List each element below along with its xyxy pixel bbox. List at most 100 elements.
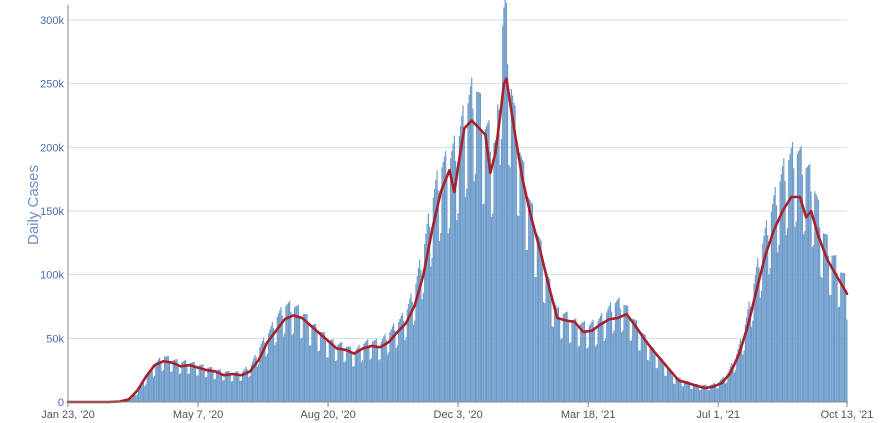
daily-bar xyxy=(229,374,231,402)
daily-bar xyxy=(353,366,355,402)
daily-bar xyxy=(733,372,735,402)
daily-bar xyxy=(536,234,538,402)
daily-bar xyxy=(720,379,722,402)
daily-bar xyxy=(196,375,198,402)
daily-bar xyxy=(490,216,493,402)
daily-bar xyxy=(481,131,483,403)
daily-bar xyxy=(744,324,746,402)
daily-bar xyxy=(682,386,685,402)
daily-bar xyxy=(755,266,758,402)
daily-bar xyxy=(375,338,377,402)
daily-bar xyxy=(832,255,834,402)
daily-bar xyxy=(292,333,294,402)
daily-bar xyxy=(594,346,597,402)
daily-bar xyxy=(207,367,209,402)
daily-bar xyxy=(699,390,701,402)
daily-bar xyxy=(308,345,311,402)
daily-bar xyxy=(433,188,436,402)
daily-bar xyxy=(493,143,495,402)
daily-bar xyxy=(390,329,392,402)
daily-bar xyxy=(170,372,172,402)
daily-bar xyxy=(799,148,801,402)
daily-bar xyxy=(331,339,333,402)
daily-bar xyxy=(191,362,193,402)
daily-bar xyxy=(598,318,600,402)
daily-bar xyxy=(820,276,822,402)
daily-bar xyxy=(815,193,817,402)
daily-bar xyxy=(731,363,733,402)
daily-bar xyxy=(189,362,192,402)
daily-bar xyxy=(277,313,280,402)
daily-bar xyxy=(357,346,359,402)
daily-bar xyxy=(471,77,473,403)
daily-bar xyxy=(238,373,240,402)
daily-bar xyxy=(411,301,413,402)
x-tick-label: Aug 20, '20 xyxy=(300,409,355,421)
daily-bar xyxy=(747,309,749,402)
daily-bar xyxy=(468,94,470,402)
daily-bar xyxy=(369,359,371,402)
daily-bar xyxy=(842,272,844,402)
daily-bar xyxy=(811,247,813,402)
daily-bar xyxy=(401,312,403,402)
daily-bar xyxy=(134,394,136,402)
daily-bar xyxy=(519,152,521,402)
daily-bar xyxy=(220,372,223,402)
daily-bar xyxy=(794,226,796,402)
daily-bar xyxy=(547,276,550,402)
daily-bar xyxy=(585,329,587,402)
daily-bar xyxy=(819,227,821,402)
daily-bar xyxy=(716,388,718,402)
daily-bar xyxy=(373,340,375,402)
daily-bar xyxy=(435,179,437,402)
daily-bar xyxy=(424,243,426,402)
daily-bar xyxy=(409,298,411,402)
daily-bar xyxy=(144,386,146,402)
daily-bar xyxy=(372,341,374,402)
grid-layer xyxy=(68,19,847,339)
daily-bar xyxy=(458,135,460,403)
daily-bar xyxy=(763,235,765,402)
daily-bar xyxy=(638,350,640,402)
daily-bar xyxy=(606,312,608,402)
daily-bar xyxy=(403,320,405,402)
daily-bar xyxy=(224,371,226,402)
daily-bar xyxy=(544,303,546,402)
daily-bar xyxy=(676,377,678,402)
daily-bar xyxy=(303,313,306,402)
daily-bar xyxy=(736,354,738,402)
daily-bar xyxy=(242,371,244,402)
daily-bar xyxy=(712,383,714,402)
daily-bar xyxy=(836,272,838,402)
daily-bar xyxy=(559,317,561,402)
daily-bar xyxy=(573,319,576,402)
daily-bar xyxy=(326,357,328,402)
daily-bar xyxy=(515,144,517,402)
daily-bar xyxy=(298,316,301,402)
daily-bar xyxy=(816,196,818,402)
daily-bar xyxy=(732,364,734,402)
daily-bar xyxy=(145,384,147,402)
daily-bar xyxy=(404,340,406,402)
daily-bar xyxy=(285,305,287,402)
daily-bar xyxy=(671,375,673,402)
daily-bar xyxy=(451,150,453,402)
daily-bar xyxy=(635,320,638,402)
daily-bar xyxy=(466,188,468,402)
daily-bar xyxy=(367,339,369,402)
daily-bar xyxy=(212,371,214,402)
daily-bar xyxy=(359,349,361,402)
daily-bar xyxy=(786,228,789,402)
daily-bar xyxy=(737,349,739,402)
daily-bar xyxy=(596,344,598,402)
y-tick-label: 200k xyxy=(40,142,64,154)
daily-bar xyxy=(603,340,605,402)
daily-bar xyxy=(255,357,257,402)
daily-bar xyxy=(396,345,398,402)
daily-bar xyxy=(508,164,510,402)
daily-bar xyxy=(251,361,254,402)
daily-bar xyxy=(608,305,610,402)
daily-bar xyxy=(338,343,340,402)
daily-bar xyxy=(378,360,380,402)
daily-bar xyxy=(381,338,384,402)
